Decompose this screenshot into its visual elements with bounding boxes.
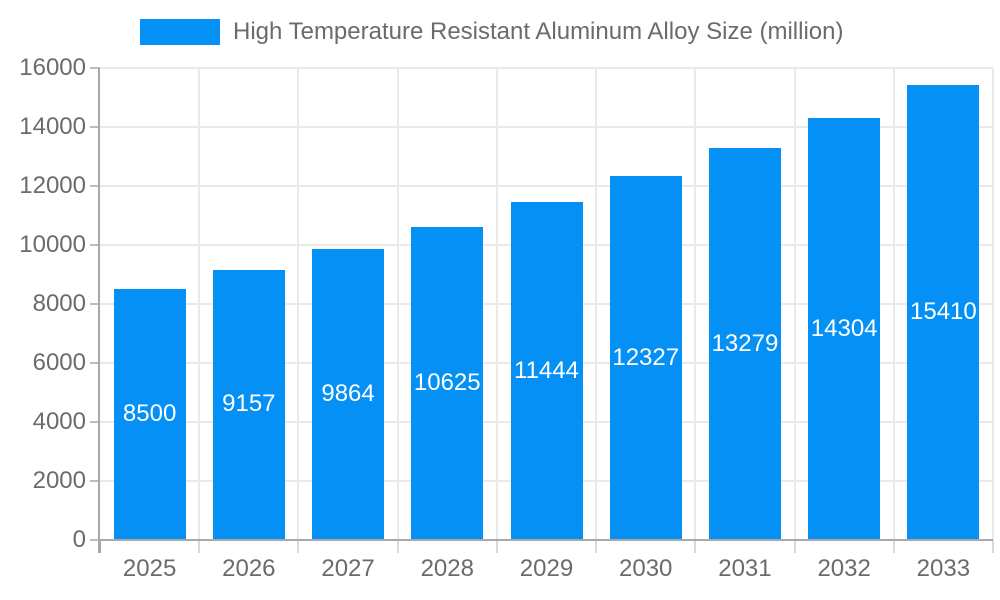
- y-axis-tick: [90, 421, 100, 423]
- x-axis-tick: [595, 540, 598, 553]
- bar-value-label: 9157: [222, 390, 276, 418]
- gridline-vertical: [198, 68, 201, 540]
- x-axis-tick: [297, 540, 300, 553]
- y-axis-line: [98, 68, 100, 553]
- bar-value-label: 10625: [413, 368, 481, 396]
- y-tick-label: 0: [72, 526, 86, 553]
- bar-value-label: 14304: [810, 314, 878, 342]
- bar-2026: [212, 269, 285, 539]
- gridline-horizontal: [100, 67, 993, 69]
- x-tick-label: 2027: [321, 555, 375, 582]
- bar-2028: [411, 226, 484, 539]
- x-tick-label: 2025: [122, 555, 177, 582]
- bar-2025: [113, 289, 186, 539]
- legend-swatch: [140, 19, 220, 45]
- bar-value-label: 15410: [910, 298, 977, 326]
- y-tick-label: 12000: [19, 172, 86, 199]
- y-axis-tick: [90, 303, 100, 305]
- x-tick-label: 2031: [718, 555, 772, 582]
- bar-2029: [510, 202, 583, 539]
- y-axis-tick: [90, 126, 100, 128]
- bar-value-label: 8500: [122, 400, 177, 428]
- x-axis-tick: [198, 540, 201, 553]
- bar-value-label: 11444: [514, 356, 579, 384]
- y-tick-label: 6000: [32, 349, 86, 376]
- x-axis-tick: [992, 540, 994, 553]
- gridline-vertical: [595, 68, 598, 540]
- bar-value-label: 9864: [321, 380, 375, 407]
- bar-2032: [808, 118, 881, 539]
- y-axis-tick: [90, 480, 100, 482]
- x-tick-label: 2026: [222, 555, 276, 582]
- x-tick-label: 2028: [420, 555, 474, 582]
- y-tick-label: 8000: [32, 290, 86, 317]
- gridline-vertical: [495, 68, 498, 540]
- bar-2033: [907, 85, 980, 539]
- x-tick-label: 2033: [916, 555, 971, 582]
- legend-label: High Temperature Resistant Aluminum Allo…: [233, 18, 844, 45]
- y-tick-label: 16000: [19, 54, 86, 81]
- x-axis-tick: [694, 540, 697, 553]
- y-tick-label: 2000: [32, 467, 86, 494]
- y-axis-tick: [90, 185, 100, 187]
- gridline-vertical: [396, 68, 399, 540]
- y-tick-label: 4000: [32, 408, 86, 435]
- x-axis-tick: [892, 540, 895, 553]
- x-axis-tick: [396, 540, 399, 553]
- bar-2031: [708, 148, 781, 539]
- legend-item[interactable]: High Temperature Resistant Aluminum Allo…: [140, 18, 843, 46]
- y-axis-tick: [90, 244, 100, 246]
- gridline-vertical: [297, 68, 300, 540]
- y-axis-tick: [90, 539, 100, 541]
- y-axis-tick: [90, 362, 100, 364]
- x-axis-tick: [495, 540, 498, 553]
- y-tick-label: 14000: [19, 113, 86, 140]
- bar-value-label: 13279: [711, 329, 779, 357]
- y-tick-label: 10000: [19, 231, 86, 258]
- x-axis-line: [98, 539, 993, 541]
- gridline-vertical: [694, 68, 697, 540]
- gridline-horizontal: [100, 185, 993, 187]
- bar-value-label: 12327: [612, 343, 680, 371]
- x-axis-tick: [99, 540, 101, 553]
- x-tick-label: 2032: [817, 555, 871, 582]
- gridline-vertical: [793, 68, 796, 540]
- gridline-vertical: [992, 68, 994, 540]
- y-axis-tick: [90, 67, 100, 69]
- gridline-vertical: [892, 68, 895, 540]
- x-tick-label: 2030: [619, 555, 673, 582]
- bar-2030: [609, 176, 682, 539]
- x-axis-tick: [793, 540, 796, 553]
- x-tick-label: 2029: [519, 555, 574, 582]
- gridline-horizontal: [100, 126, 993, 128]
- bar-2027: [312, 249, 385, 539]
